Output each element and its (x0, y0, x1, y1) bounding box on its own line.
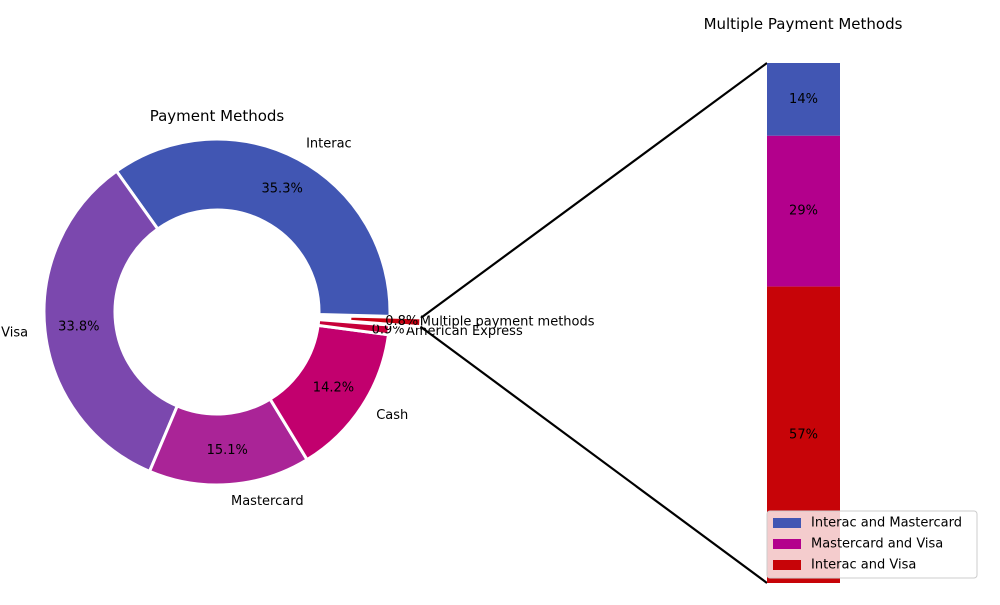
pie-slice-visa (42, 169, 179, 473)
bar-chart-legend: Interac and Mastercard Mastercard and Vis… (766, 510, 978, 579)
bar-segment-interac-and-mastercard (767, 63, 840, 136)
pie-percent-label: 35.3% (262, 182, 303, 197)
pie-category-label: Interac (306, 137, 352, 152)
pie-percent-label: 33.8% (58, 320, 99, 335)
bar-value-label: 29% (789, 204, 818, 219)
donut-chart: 35.3% Interac 33.8% Visa 15.1% Mastercard 14.2… (1, 137, 595, 509)
pie-slice-interac (115, 137, 392, 318)
pie-chart-title: Payment Methods (150, 107, 285, 125)
legend-box (766, 510, 978, 579)
legend-label: Interac and Visa (811, 558, 916, 573)
bar-value-label: 14% (789, 92, 818, 107)
pie-percent-label: 0.8% (385, 314, 418, 329)
pie-category-label: Multiple payment methods (420, 315, 595, 330)
legend-swatch (773, 518, 801, 528)
legend-label: Mastercard and Visa (811, 537, 943, 552)
pie-category-label: Mastercard (231, 494, 304, 509)
pie-category-label: Cash (376, 408, 408, 423)
pie-slice-american-express (316, 318, 392, 337)
zoom-connector-lines (419, 62, 768, 584)
pie-category-label: Visa (1, 325, 28, 340)
stacked-bar-chart: 14% 29% 57% (767, 63, 840, 583)
legend-swatch (773, 560, 801, 570)
pie-category-label: American Express (406, 324, 523, 339)
connector-line-top (420, 62, 768, 319)
pie-slice-multiple-payment-methods (348, 314, 423, 329)
bar-chart-title: Multiple Payment Methods (704, 15, 903, 33)
pie-percent-label: 14.2% (313, 380, 354, 395)
connector-line-bottom (419, 325, 768, 584)
bar-segment-mastercard-and-visa (767, 135, 840, 287)
bar-value-label: 57% (789, 427, 818, 442)
legend-swatch (773, 539, 801, 549)
pie-percent-label: 15.1% (207, 443, 248, 458)
legend-label: Interac and Mastercard (811, 516, 962, 531)
